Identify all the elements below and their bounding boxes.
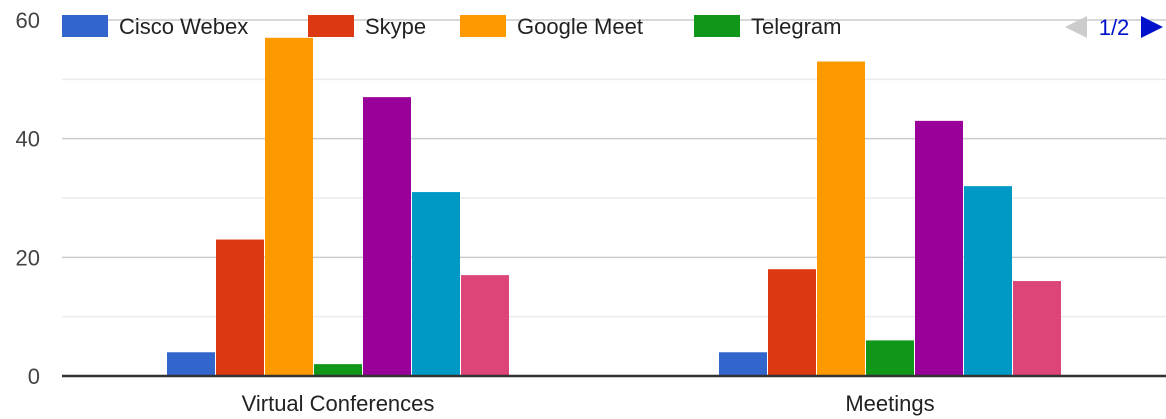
legend-entry-label: Cisco Webex [119, 14, 248, 39]
bar [265, 37, 313, 377]
x-category-label: Virtual Conferences [242, 391, 435, 416]
bar [768, 269, 816, 376]
bar [412, 192, 460, 376]
bar [363, 97, 411, 376]
legend-entry-label: Telegram [751, 14, 841, 39]
legend-pager: 1/2 [1065, 15, 1163, 40]
legend-prev-page-button[interactable] [1065, 16, 1087, 38]
legend-next-page-button[interactable] [1141, 16, 1163, 38]
bar [915, 120, 963, 376]
bar [1013, 281, 1061, 376]
legend-swatch [308, 15, 354, 37]
legend-entry-label: Skype [365, 14, 426, 39]
y-tick-label: 40 [16, 127, 40, 152]
x-category-label: Meetings [845, 391, 934, 416]
bar [866, 340, 914, 376]
bar [964, 186, 1012, 376]
legend: Cisco Webex Skype Google Meet Telegram [62, 14, 841, 39]
bar [461, 275, 509, 376]
y-tick-label: 20 [16, 245, 40, 270]
legend-entry-label: Google Meet [517, 14, 643, 39]
legend-swatch [460, 15, 506, 37]
y-tick-label: 60 [16, 8, 40, 33]
legend-swatch [694, 15, 740, 37]
legend-swatch [62, 15, 108, 37]
bars [167, 37, 1061, 377]
bar [314, 364, 362, 376]
y-tick-label: 0 [28, 364, 40, 389]
bar [719, 352, 767, 376]
x-axis-categories: Virtual Conferences Meetings [242, 391, 935, 416]
legend-page-label: 1/2 [1099, 15, 1130, 40]
bar [216, 239, 264, 376]
y-axis-ticks: 0 20 40 60 [16, 8, 40, 389]
bar [817, 61, 865, 377]
bar [167, 352, 215, 376]
